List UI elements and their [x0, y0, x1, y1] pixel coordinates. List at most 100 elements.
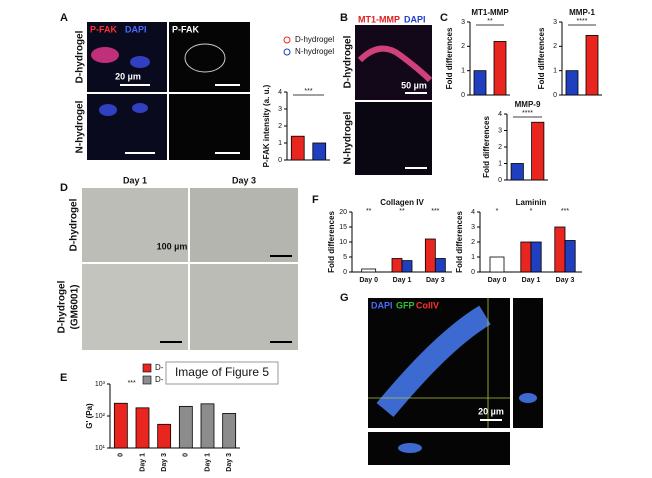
y-tick-label: 3	[461, 19, 465, 26]
bar	[565, 70, 579, 96]
y-axis-label: G' (Pa)	[85, 403, 94, 429]
channel-label: GFP	[396, 300, 415, 310]
micrograph	[169, 22, 250, 92]
x-tick-label: Day 1	[204, 453, 211, 472]
y-tick-label: 3	[471, 224, 475, 231]
bar	[530, 241, 542, 273]
channel-label: P-FAK	[172, 24, 200, 34]
x-tick-label: Day 3	[426, 277, 445, 284]
row-label: D-hydrogel	[343, 35, 354, 88]
x-tick-label: Day 3	[161, 453, 168, 472]
bar	[312, 142, 327, 161]
y-axis-label: Fold differences	[537, 27, 546, 89]
x-tick-label: Day 0	[359, 277, 378, 284]
panel-label: C	[440, 12, 448, 24]
y-tick-label: 1	[553, 68, 557, 75]
panel-a-images: P-FAK DAPI P-FAK 20 µm D-hydrogel N-hydr…	[75, 22, 250, 160]
y-tick-label: 3	[553, 19, 557, 26]
y-tick-label: 1	[461, 68, 465, 75]
y-tick-label: 0	[553, 92, 557, 99]
cell	[184, 43, 226, 73]
annotation: *	[530, 208, 533, 215]
panel-g-images: 20 µm DAPI GFP CollV	[368, 298, 543, 465]
bar	[493, 41, 507, 96]
y-tick-label: 0	[278, 157, 282, 164]
legend-swatch	[283, 36, 291, 44]
row-label: N-hydrogel	[343, 111, 354, 164]
micrograph	[82, 188, 188, 262]
bar	[585, 34, 599, 96]
column-label: Day 1	[123, 175, 147, 185]
cell	[398, 443, 422, 453]
y-tick-label: 1	[278, 140, 282, 147]
cell	[91, 47, 119, 63]
micrograph	[82, 264, 188, 350]
y-tick-label: 0	[471, 269, 475, 276]
annotation: ****	[577, 18, 588, 25]
tooltip: Image of Figure 5	[165, 361, 279, 385]
chart-title: Collagen IV	[380, 198, 424, 207]
y-tick-label: 0	[461, 92, 465, 99]
panel-label: B	[340, 12, 348, 24]
cell	[130, 56, 150, 68]
chart-title: MMP-1	[569, 8, 595, 17]
y-tick-label: 3	[498, 127, 502, 134]
bar	[401, 260, 413, 273]
annotation: ***	[128, 380, 136, 387]
bar	[473, 70, 487, 96]
panel-label: F	[312, 194, 319, 206]
bar	[222, 413, 237, 449]
tooltip-box	[165, 361, 279, 385]
tooltip-text: Image of Figure 5	[175, 365, 269, 379]
annotation: *	[496, 208, 499, 215]
y-tick-label: 2	[498, 144, 502, 151]
y-axis-label: P-FAK intensity (a. u.)	[262, 84, 271, 167]
y-tick-label: 4	[498, 111, 502, 118]
cell	[357, 45, 433, 83]
bar	[510, 163, 524, 181]
y-tick-label: 2	[471, 239, 475, 246]
panel-label: G	[340, 292, 349, 304]
y-tick-label: 5	[343, 254, 347, 261]
y-tick-label: 10	[339, 239, 347, 246]
y-tick-label: 1	[471, 254, 475, 261]
scale-label: 20 µm	[115, 71, 141, 81]
row-label: (GM6001)	[70, 284, 81, 329]
x-tick-label: Day 0	[488, 277, 507, 284]
bar	[178, 405, 193, 449]
bar	[361, 268, 377, 273]
micrograph	[513, 298, 543, 428]
legend-label: D-	[155, 363, 164, 372]
annotation: **	[487, 18, 493, 25]
channel-label: DAPI	[125, 24, 147, 34]
y-axis-label: Fold differences	[445, 27, 454, 89]
bar	[564, 240, 576, 273]
cell	[132, 103, 148, 113]
y-tick-label: 0	[498, 177, 502, 184]
bar	[434, 258, 446, 273]
bar	[135, 407, 150, 449]
y-axis-label: Fold differences	[455, 211, 464, 273]
channel-label: DAPI	[404, 14, 426, 24]
y-axis-label: Fold differences	[327, 211, 336, 273]
row-label: D-hydrogel	[75, 30, 86, 83]
x-tick-label: Day 3	[556, 277, 575, 284]
column-label: Day 3	[232, 175, 256, 185]
x-tick-label: 0	[183, 453, 190, 457]
annotation: ***	[431, 208, 439, 215]
x-tick-label: 0	[118, 453, 125, 457]
row-label: D-hydrogel	[69, 198, 80, 251]
legend-label: D-	[155, 375, 164, 384]
micrograph	[87, 94, 167, 160]
x-tick-label: Day 3	[226, 453, 233, 472]
bar	[113, 402, 128, 449]
y-tick-label: 10¹	[95, 445, 106, 452]
panel-label: D	[60, 182, 68, 194]
micrograph	[368, 432, 510, 465]
annotation: ****	[522, 110, 533, 117]
bar	[157, 423, 172, 449]
micrograph	[190, 188, 298, 262]
legend-swatch	[142, 363, 152, 373]
